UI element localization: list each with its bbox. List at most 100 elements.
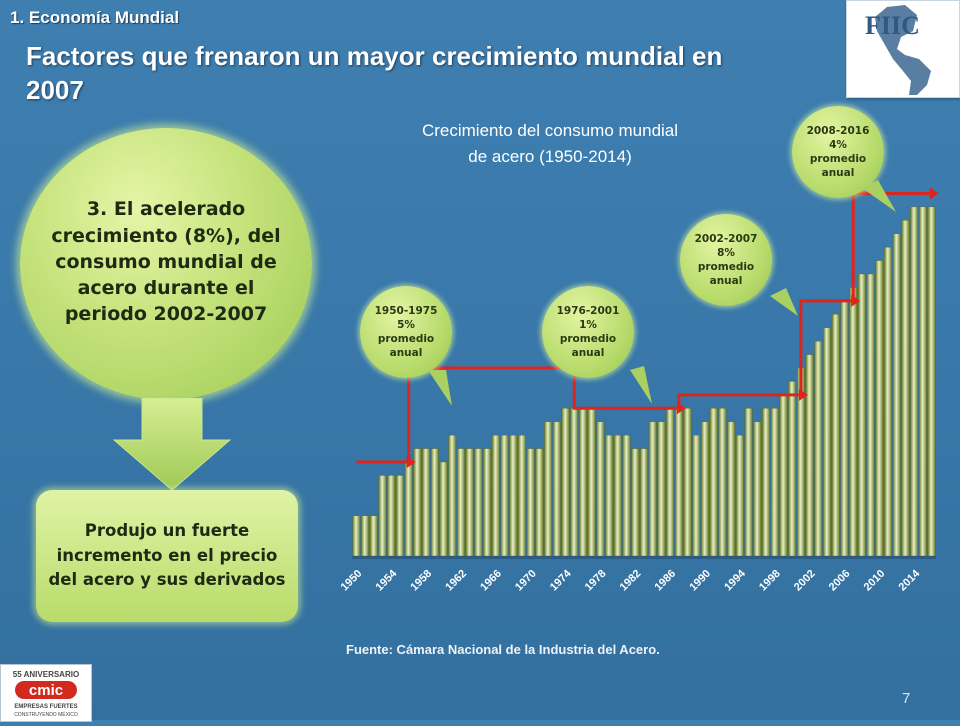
- x-tick-label: 1958: [408, 568, 434, 594]
- bar-1968: [509, 434, 518, 557]
- bar-1983: [640, 448, 648, 557]
- bubble-period: 1976-2001: [556, 304, 620, 317]
- highlight-oval-text: 3. El acelerado crecimiento (8%), del co…: [51, 198, 281, 326]
- x-tick-label: 1990: [687, 568, 713, 594]
- bar-1979: [605, 434, 614, 557]
- bar-1994: [735, 434, 744, 557]
- bar-1950: [352, 515, 361, 557]
- bar-1987: [674, 408, 683, 557]
- bar-1956: [404, 461, 413, 557]
- bar-1988: [683, 408, 692, 557]
- chart-title-line1: Crecimiento del consumo mundial: [421, 121, 679, 140]
- bar-2007: [849, 287, 858, 557]
- bar-1975: [570, 408, 579, 557]
- bar-2012: [892, 233, 901, 557]
- chart-title-line2: de acero (1950-2014): [468, 147, 632, 167]
- bubble-period: 2002-2007: [694, 232, 758, 245]
- bar-1951: [361, 515, 370, 557]
- x-tick-label: 1998: [757, 568, 783, 594]
- bar-1953: [378, 475, 387, 557]
- bar-1990: [701, 421, 709, 557]
- bubble-label: promedio: [697, 261, 755, 273]
- bar-1967: [500, 434, 509, 557]
- bar-2005: [831, 314, 840, 557]
- bubble-1950-1975: 1950-1975 5% promedio anual: [360, 286, 452, 378]
- bar-2016: [927, 206, 936, 557]
- result-box: Produjo un fuerte incremento en el preci…: [36, 490, 298, 622]
- highlight-oval: 3. El acelerado crecimiento (8%), del co…: [20, 128, 312, 400]
- result-text: Produjo un fuerte incremento en el preci…: [48, 520, 286, 590]
- bar-2006: [840, 300, 849, 557]
- source-note: Fuente: Cámara Nacional de la Industria …: [346, 642, 660, 657]
- x-tick-label: 2014: [897, 567, 923, 593]
- x-tick-label: 1986: [652, 568, 678, 594]
- x-tick-label: 1974: [548, 567, 574, 593]
- x-tick-label: 2006: [827, 568, 853, 594]
- bar-1981: [622, 434, 631, 557]
- x-tick-label: 1954: [374, 567, 400, 593]
- step-arrowhead: [676, 402, 686, 415]
- cmic-tagline: CONSTRUYENDO MÉXICO: [14, 711, 78, 718]
- bar-1952: [369, 515, 378, 557]
- bar-1955: [395, 475, 404, 557]
- step-arrowhead: [798, 388, 808, 401]
- x-tick-label: 1994: [722, 567, 748, 593]
- bubble-label: anual: [389, 347, 423, 360]
- bar-1972: [544, 421, 553, 557]
- bubble-2002-2007: 2002-2007 8% promedio anual: [680, 214, 772, 306]
- step-arrowhead: [406, 456, 416, 468]
- bubble-rate: 1%: [579, 318, 597, 331]
- bar-1964: [474, 448, 483, 557]
- bar-1997: [762, 408, 770, 557]
- bubble-rate: 5%: [397, 318, 415, 331]
- bar-1986: [666, 408, 675, 557]
- bar-1974: [561, 408, 570, 557]
- page-number: 7: [902, 690, 911, 707]
- bar-1978: [596, 421, 605, 557]
- bubble-label: anual: [709, 275, 743, 288]
- bubble-rate: 4%: [829, 138, 847, 151]
- bar-1998: [770, 408, 779, 557]
- bubble-label: anual: [571, 347, 605, 360]
- bar-1959: [430, 448, 439, 557]
- bar-1966: [491, 434, 500, 557]
- bar-1962: [457, 448, 465, 557]
- bar-1989: [692, 434, 701, 557]
- americas-map-icon: [875, 5, 931, 95]
- bar-1973: [552, 421, 561, 557]
- x-tick-label: 2010: [862, 568, 888, 594]
- bar-2004: [823, 327, 831, 557]
- down-arrow-icon: [112, 398, 232, 490]
- bubble-period: 2008-2016: [806, 124, 870, 137]
- cmic-brand: cmic: [29, 682, 63, 699]
- cmic-tagline: EMPRESAS FUERTES: [14, 704, 77, 710]
- bar-1992: [718, 408, 727, 557]
- bubble-label: anual: [821, 167, 855, 180]
- cmic-badge: [15, 681, 77, 699]
- bar-1965: [483, 448, 492, 557]
- bar-2002: [805, 354, 814, 557]
- bar-1985: [657, 421, 666, 557]
- fiic-logo: FIIC: [846, 0, 960, 98]
- x-tick-label: 1962: [443, 568, 469, 594]
- bar-1969: [518, 434, 526, 557]
- x-tick-label: 1982: [618, 568, 644, 594]
- bar-1996: [753, 421, 762, 557]
- bar-1991: [709, 408, 718, 557]
- x-tick-label: 2002: [792, 568, 818, 594]
- bar-2013: [901, 220, 910, 557]
- x-tick-label: 1950: [340, 568, 364, 594]
- bar-2000: [788, 381, 797, 557]
- bar-1970: [526, 448, 535, 557]
- bar-2014: [910, 206, 919, 557]
- chart-baseline: [352, 556, 936, 559]
- section-title: 1. Economía Mundial: [10, 8, 180, 27]
- step-arrowhead: [851, 294, 861, 307]
- bar-2003: [814, 340, 823, 557]
- cmic-logo: 55 ANIVERSARIO cmic EMPRESAS FUERTES CON…: [0, 664, 92, 722]
- bar-1984: [648, 421, 657, 557]
- bar-1976: [579, 408, 587, 557]
- bar-1961: [448, 434, 457, 557]
- x-tick-label: 1966: [478, 568, 504, 594]
- bar-1982: [631, 448, 640, 557]
